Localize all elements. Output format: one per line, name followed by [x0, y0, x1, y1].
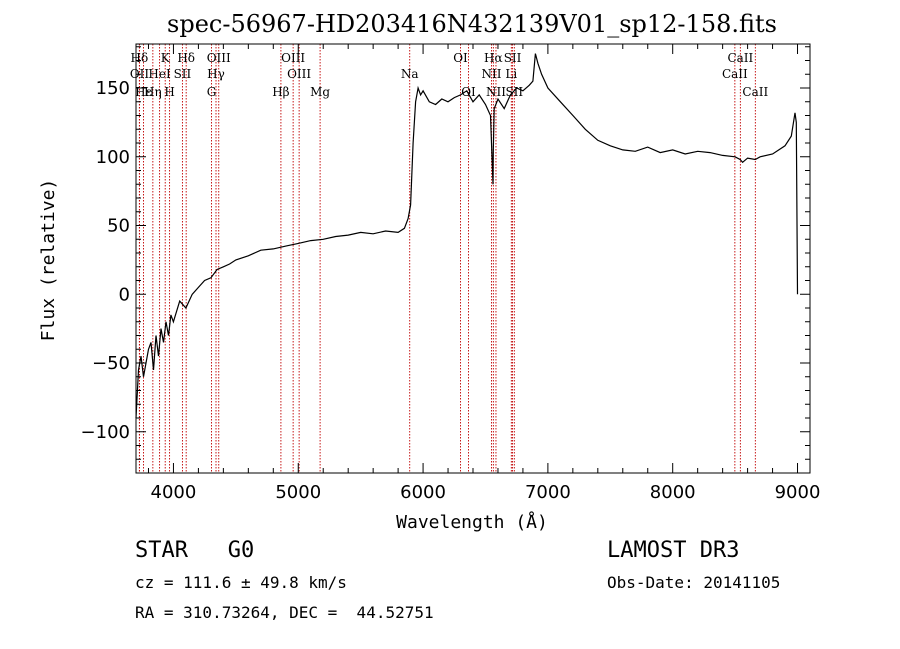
line-label-27: CaII [742, 85, 768, 99]
y-tick-label-150: 150 [96, 78, 130, 99]
line-label-8: Hδ [177, 51, 195, 65]
x-axis-ticks: 4000 5000 6000 7000 8000 9000 [147, 44, 821, 503]
line-label-17: OI [453, 51, 468, 65]
chart-title: spec-56967-HD203416N432139V01_sp12-158.f… [167, 10, 777, 38]
redshift-text: cz = 111.6 ± 49.8 km/s [135, 573, 347, 592]
y-axis-label: Flux (relative) [38, 179, 59, 342]
y-tick-label--50: −50 [92, 353, 130, 374]
line-label-19: Hα [484, 51, 503, 65]
x-tick-label-7000: 7000 [525, 482, 571, 503]
x-tick-label-6000: 6000 [400, 482, 446, 503]
line-label-22: SII [504, 51, 522, 65]
x-axis-label: Wavelength (Å) [396, 511, 548, 533]
line-label-3: K [161, 51, 171, 65]
y-tick-label-0: 0 [119, 284, 130, 305]
obs-date-text: Obs-Date: 20141105 [607, 573, 781, 592]
line-label-5: Hη [144, 85, 162, 99]
spectral-class: STAR G0 [135, 538, 254, 563]
line-label-6: SII [174, 67, 192, 81]
x-tick-label-4000: 4000 [151, 482, 197, 503]
line-label-7: H [164, 85, 174, 99]
y-axis-ticks: −100 −50 0 50 100 150 [81, 46, 810, 460]
subclass-text: G0 [227, 538, 255, 563]
line-label-26: CaII [722, 67, 748, 81]
y-tick-label--100: −100 [81, 422, 130, 443]
line-label-21: NII [486, 85, 506, 99]
line-label-16: Na [401, 67, 419, 81]
line-label-12: Hβ [272, 85, 289, 99]
line-label-20: NII [481, 67, 501, 81]
line-label-14: OIII [287, 67, 311, 81]
line-label-18: OI [461, 85, 476, 99]
spectral-line-markers [138, 44, 756, 473]
survey-name: LAMOST DR3 [607, 538, 740, 563]
line-label-11: G [207, 85, 217, 99]
line-label-4: HeI [148, 67, 171, 81]
y-tick-label-100: 100 [96, 147, 130, 168]
line-label-9: OIII [207, 51, 231, 65]
coordinates-text: RA = 310.73264, DEC = 44.52751 [135, 603, 434, 622]
class-text: STAR [135, 538, 188, 563]
line-label-10: Hγ [207, 67, 225, 81]
x-tick-label-9000: 9000 [775, 482, 821, 503]
x-tick-label-5000: 5000 [275, 482, 321, 503]
line-label-25: CaII [727, 51, 753, 65]
x-tick-label-8000: 8000 [650, 482, 696, 503]
line-label-23: Li [505, 67, 517, 81]
line-label-0: Hδ [131, 51, 149, 65]
line-label-13: OIII [281, 51, 305, 65]
line-label-24: SII [505, 85, 523, 99]
y-tick-label-50: 50 [107, 216, 130, 237]
spectrum-series-flux [135, 53, 799, 419]
line-label-15: Mg [310, 85, 330, 99]
